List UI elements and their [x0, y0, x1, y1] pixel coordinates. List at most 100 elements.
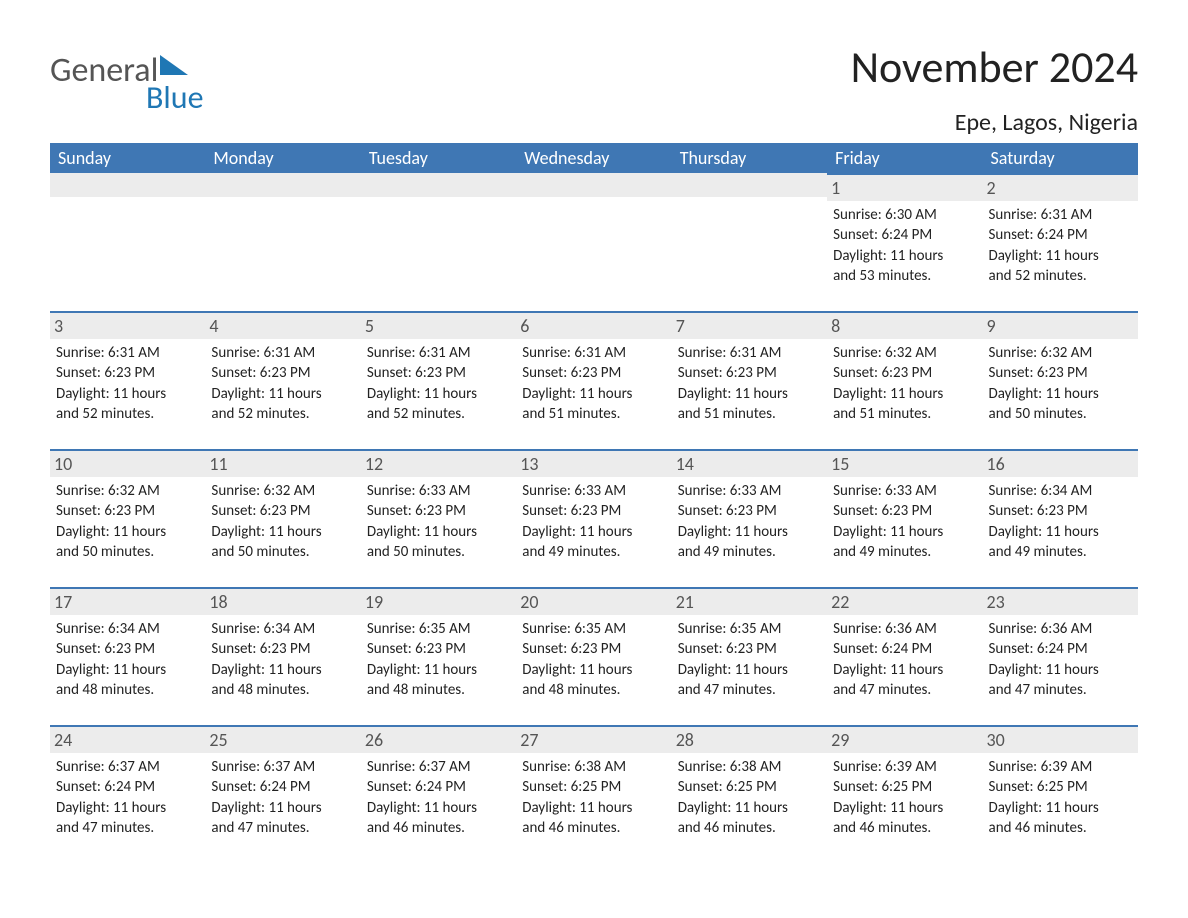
day-cell-content: 11Sunrise: 6:32 AMSunset: 6:23 PMDayligh…: [205, 449, 360, 570]
day-info-line: Sunset: 6:24 PM: [211, 777, 354, 797]
day-info-line: and 50 minutes.: [367, 542, 510, 562]
day-info-line: Sunset: 6:23 PM: [522, 639, 665, 659]
day-number: 30: [983, 725, 1138, 753]
day-info-line: and 52 minutes.: [56, 404, 199, 424]
day-info-line: and 51 minutes.: [833, 404, 976, 424]
calendar-cell: 21Sunrise: 6:35 AMSunset: 6:23 PMDayligh…: [672, 587, 827, 725]
day-info-line: Sunset: 6:23 PM: [833, 501, 976, 521]
day-info-line: and 48 minutes.: [522, 680, 665, 700]
day-info-line: and 51 minutes.: [678, 404, 821, 424]
day-cell-content: 21Sunrise: 6:35 AMSunset: 6:23 PMDayligh…: [672, 587, 827, 708]
day-header: Monday: [205, 143, 360, 173]
day-info-line: Daylight: 11 hours: [989, 246, 1132, 266]
day-info-line: and 52 minutes.: [211, 404, 354, 424]
day-info-line: and 48 minutes.: [211, 680, 354, 700]
day-info-line: and 49 minutes.: [678, 542, 821, 562]
calendar-cell: 6Sunrise: 6:31 AMSunset: 6:23 PMDaylight…: [516, 311, 671, 449]
day-info-line: Daylight: 11 hours: [522, 384, 665, 404]
day-info-line: and 47 minutes.: [211, 818, 354, 838]
day-info-line: Daylight: 11 hours: [56, 798, 199, 818]
day-number: 21: [672, 587, 827, 615]
day-info-line: Sunset: 6:24 PM: [833, 639, 976, 659]
title-block: November 2024 Epe, Lagos, Nigeria: [851, 40, 1138, 137]
day-info-line: Sunset: 6:25 PM: [678, 777, 821, 797]
day-info-line: and 49 minutes.: [522, 542, 665, 562]
day-info-line: Sunrise: 6:33 AM: [367, 481, 510, 501]
day-number: 22: [827, 587, 982, 615]
day-info-line: Daylight: 11 hours: [211, 660, 354, 680]
day-cell-content: 15Sunrise: 6:33 AMSunset: 6:23 PMDayligh…: [827, 449, 982, 570]
day-cell-content: 26Sunrise: 6:37 AMSunset: 6:24 PMDayligh…: [361, 725, 516, 846]
week-row: 10Sunrise: 6:32 AMSunset: 6:23 PMDayligh…: [50, 449, 1138, 587]
day-info-line: Sunrise: 6:38 AM: [678, 757, 821, 777]
day-cell-content: 22Sunrise: 6:36 AMSunset: 6:24 PMDayligh…: [827, 587, 982, 708]
day-info-line: and 52 minutes.: [367, 404, 510, 424]
day-info-line: Sunrise: 6:34 AM: [989, 481, 1132, 501]
day-number: 28: [672, 725, 827, 753]
empty-day-bar: [205, 173, 360, 197]
calendar-cell: 22Sunrise: 6:36 AMSunset: 6:24 PMDayligh…: [827, 587, 982, 725]
day-info-line: Daylight: 11 hours: [989, 522, 1132, 542]
page-header: General Blue November 2024 Epe, Lagos, N…: [50, 40, 1138, 137]
day-number: 10: [50, 449, 205, 477]
day-info-line: Sunrise: 6:31 AM: [367, 343, 510, 363]
calendar-cell: 23Sunrise: 6:36 AMSunset: 6:24 PMDayligh…: [983, 587, 1138, 725]
day-info-line: Sunset: 6:23 PM: [211, 639, 354, 659]
day-header: Friday: [827, 143, 982, 173]
day-info-line: and 52 minutes.: [989, 266, 1132, 286]
day-info-line: Sunrise: 6:35 AM: [678, 619, 821, 639]
day-cell-content: 25Sunrise: 6:37 AMSunset: 6:24 PMDayligh…: [205, 725, 360, 846]
calendar-cell: [516, 173, 671, 311]
day-header: Tuesday: [361, 143, 516, 173]
day-cell-content: 24Sunrise: 6:37 AMSunset: 6:24 PMDayligh…: [50, 725, 205, 846]
calendar-cell: 14Sunrise: 6:33 AMSunset: 6:23 PMDayligh…: [672, 449, 827, 587]
day-cell-content: 5Sunrise: 6:31 AMSunset: 6:23 PMDaylight…: [361, 311, 516, 432]
day-info-line: and 47 minutes.: [678, 680, 821, 700]
day-cell-content: 2Sunrise: 6:31 AMSunset: 6:24 PMDaylight…: [983, 173, 1138, 294]
day-number: 11: [205, 449, 360, 477]
day-info-line: Sunrise: 6:31 AM: [56, 343, 199, 363]
day-number: 9: [983, 311, 1138, 339]
day-info-line: Daylight: 11 hours: [211, 798, 354, 818]
calendar-cell: 7Sunrise: 6:31 AMSunset: 6:23 PMDaylight…: [672, 311, 827, 449]
calendar-cell: 15Sunrise: 6:33 AMSunset: 6:23 PMDayligh…: [827, 449, 982, 587]
calendar-cell: [361, 173, 516, 311]
empty-day-bar: [516, 173, 671, 197]
day-info-line: Sunrise: 6:36 AM: [833, 619, 976, 639]
day-info-line: Sunset: 6:23 PM: [56, 363, 199, 383]
calendar-cell: [50, 173, 205, 311]
day-info-line: Daylight: 11 hours: [367, 522, 510, 542]
day-info-line: Sunrise: 6:32 AM: [989, 343, 1132, 363]
calendar-cell: 12Sunrise: 6:33 AMSunset: 6:23 PMDayligh…: [361, 449, 516, 587]
day-info-line: Daylight: 11 hours: [833, 384, 976, 404]
day-info-line: and 50 minutes.: [989, 404, 1132, 424]
day-cell-content: 19Sunrise: 6:35 AMSunset: 6:23 PMDayligh…: [361, 587, 516, 708]
day-number: 1: [827, 173, 982, 201]
day-info-line: and 47 minutes.: [833, 680, 976, 700]
day-header: Saturday: [983, 143, 1138, 173]
day-info-line: Daylight: 11 hours: [989, 798, 1132, 818]
day-info-line: Sunset: 6:24 PM: [989, 639, 1132, 659]
day-info-line: Daylight: 11 hours: [678, 798, 821, 818]
day-info-line: and 46 minutes.: [678, 818, 821, 838]
day-info-line: Sunrise: 6:37 AM: [211, 757, 354, 777]
day-number: 3: [50, 311, 205, 339]
day-info-line: Sunrise: 6:38 AM: [522, 757, 665, 777]
calendar-cell: 26Sunrise: 6:37 AMSunset: 6:24 PMDayligh…: [361, 725, 516, 863]
day-info-line: and 48 minutes.: [367, 680, 510, 700]
calendar-cell: 25Sunrise: 6:37 AMSunset: 6:24 PMDayligh…: [205, 725, 360, 863]
day-info-line: Sunrise: 6:34 AM: [211, 619, 354, 639]
day-number: 2: [983, 173, 1138, 201]
day-info-line: Daylight: 11 hours: [56, 384, 199, 404]
day-info-line: Daylight: 11 hours: [522, 522, 665, 542]
day-cell-content: 8Sunrise: 6:32 AMSunset: 6:23 PMDaylight…: [827, 311, 982, 432]
day-info-line: Daylight: 11 hours: [522, 798, 665, 818]
day-cell-content: 14Sunrise: 6:33 AMSunset: 6:23 PMDayligh…: [672, 449, 827, 570]
day-info-line: Sunrise: 6:39 AM: [989, 757, 1132, 777]
day-info-line: and 48 minutes.: [56, 680, 199, 700]
day-number: 18: [205, 587, 360, 615]
day-cell-content: 20Sunrise: 6:35 AMSunset: 6:23 PMDayligh…: [516, 587, 671, 708]
day-info-line: Sunset: 6:23 PM: [833, 363, 976, 383]
day-info-line: Sunset: 6:23 PM: [56, 639, 199, 659]
day-info-line: Sunset: 6:23 PM: [678, 363, 821, 383]
